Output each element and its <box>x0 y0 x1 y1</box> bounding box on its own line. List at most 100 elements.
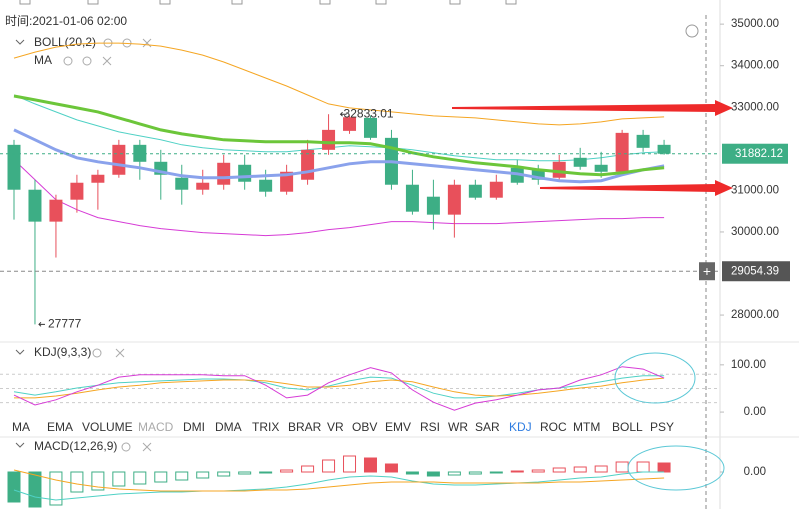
indicator-icons <box>15 38 152 452</box>
indicator-label: MA <box>34 53 52 67</box>
candle-body <box>405 184 419 212</box>
highlight-ellipse <box>614 352 696 404</box>
candle-body <box>175 177 189 190</box>
indicator-tab[interactable]: EMV <box>385 420 411 434</box>
settings-icon[interactable] <box>685 24 699 38</box>
indicator-line <box>13 94 665 162</box>
indicator-tab[interactable]: OBV <box>352 420 377 434</box>
macd-bar <box>7 471 21 503</box>
indicator-tab[interactable]: PSY <box>650 420 674 434</box>
macd-bar <box>259 471 273 474</box>
crosshair-price-label: 29054.39 <box>731 265 779 277</box>
plot-area: 35000.00 34000.00 33000.00 31000.00 30000.00… <box>0 18 790 508</box>
collapse-icon[interactable] <box>15 349 25 355</box>
close-icon[interactable] <box>142 38 152 48</box>
eye-icon[interactable] <box>63 56 73 66</box>
macd-bar <box>489 471 503 474</box>
macd-bar <box>112 471 126 487</box>
y-tick-label: 31000.00 <box>731 184 779 196</box>
candle-body <box>301 149 315 180</box>
indicator-tab[interactable]: DMA <box>215 420 242 434</box>
indicator-tab[interactable]: MA <box>12 420 30 434</box>
candle-body <box>363 117 377 138</box>
indicator-tab[interactable]: TRIX <box>252 420 279 434</box>
candle-body <box>259 179 273 192</box>
macd-bar <box>636 461 650 473</box>
annotation-pointer <box>339 111 347 117</box>
y-tick-label: 28000.00 <box>731 309 779 321</box>
close-icon[interactable] <box>142 442 152 452</box>
y-tick-label: 100.00 <box>731 359 766 371</box>
candle-body <box>238 164 252 182</box>
candle-body <box>280 171 294 192</box>
toolbar-icon[interactable] <box>505 0 517 5</box>
close-icon[interactable] <box>115 348 125 358</box>
toolbar-icon[interactable] <box>375 0 387 5</box>
macd-bar <box>594 465 608 473</box>
indicator-tab[interactable]: KDJ <box>509 420 532 434</box>
settings-icon[interactable] <box>92 348 102 358</box>
y-tick-label: 0.00 <box>744 406 766 418</box>
toolbar-icon[interactable] <box>231 0 243 5</box>
macd-bar <box>154 471 168 483</box>
indicator-line <box>13 469 665 492</box>
last-price-box <box>722 143 788 164</box>
indicator-label: KDJ(9,3,3) <box>34 345 91 359</box>
toolbar-icon[interactable] <box>449 0 461 5</box>
macd-bar <box>552 467 566 473</box>
indicator-tab[interactable]: SAR <box>475 420 500 434</box>
indicator-tab[interactable]: BRAR <box>288 420 322 434</box>
macd-bar <box>91 471 105 491</box>
highlight-ellipse <box>627 445 725 491</box>
candle-body <box>343 117 357 131</box>
macd-bar <box>447 471 461 476</box>
macd-bar <box>217 471 231 477</box>
indicator-tab[interactable]: VR <box>327 420 344 434</box>
settings-icon[interactable] <box>82 56 92 66</box>
y-tick-label: 30000.00 <box>731 226 779 238</box>
collapse-icon[interactable] <box>15 39 25 45</box>
indicator-tab[interactable]: WR <box>448 420 468 434</box>
indicator-line <box>13 471 665 501</box>
last-price-label: 31882.12 <box>735 148 783 160</box>
macd-bar <box>468 471 482 475</box>
indicator-tab[interactable]: MACD <box>138 420 174 434</box>
toolbar-icon[interactable] <box>87 0 99 5</box>
indicator-tab[interactable]: RSI <box>420 420 440 434</box>
settings-icon[interactable] <box>121 442 131 452</box>
indicator-tab[interactable]: MTM <box>573 420 600 434</box>
candle-body <box>49 199 63 222</box>
crosshair-plus-box[interactable] <box>699 262 715 281</box>
time-label: 时间:2021-01-06 02:00 <box>5 14 127 28</box>
macd-bar <box>405 471 419 475</box>
crosshair-box <box>722 261 790 282</box>
y-tick-label: 0.00 <box>744 466 766 478</box>
toolbar-icon[interactable] <box>19 0 31 5</box>
toolbar-icon[interactable] <box>159 0 171 5</box>
candle-body <box>489 181 503 198</box>
toolbar-icon[interactable] <box>319 0 331 5</box>
macd-bar <box>573 466 587 473</box>
indicator-tab[interactable]: EMA <box>47 420 73 434</box>
macd-bar <box>426 471 440 477</box>
indicator-tab[interactable]: BOLL <box>612 420 643 434</box>
crosshair-plus: + <box>703 263 711 279</box>
indicator-line <box>13 42 665 126</box>
candle-body <box>217 162 231 185</box>
candle-body <box>447 184 461 215</box>
candle-body <box>531 169 545 180</box>
collapse-icon[interactable] <box>15 442 25 448</box>
indicator-tab[interactable]: ROC <box>540 420 567 434</box>
indicator-tab[interactable]: VOLUME <box>82 420 133 434</box>
candle-body <box>594 164 608 172</box>
candle-body <box>196 182 210 190</box>
indicator-line <box>13 366 665 411</box>
annotation-pointer <box>38 321 45 327</box>
indicator-tab[interactable]: DMI <box>183 420 205 434</box>
macd-bar <box>175 471 189 481</box>
candle-body <box>112 144 126 175</box>
close-icon[interactable] <box>102 56 112 66</box>
y-tick-label: 34000.00 <box>731 60 779 72</box>
toolbar <box>19 0 699 38</box>
